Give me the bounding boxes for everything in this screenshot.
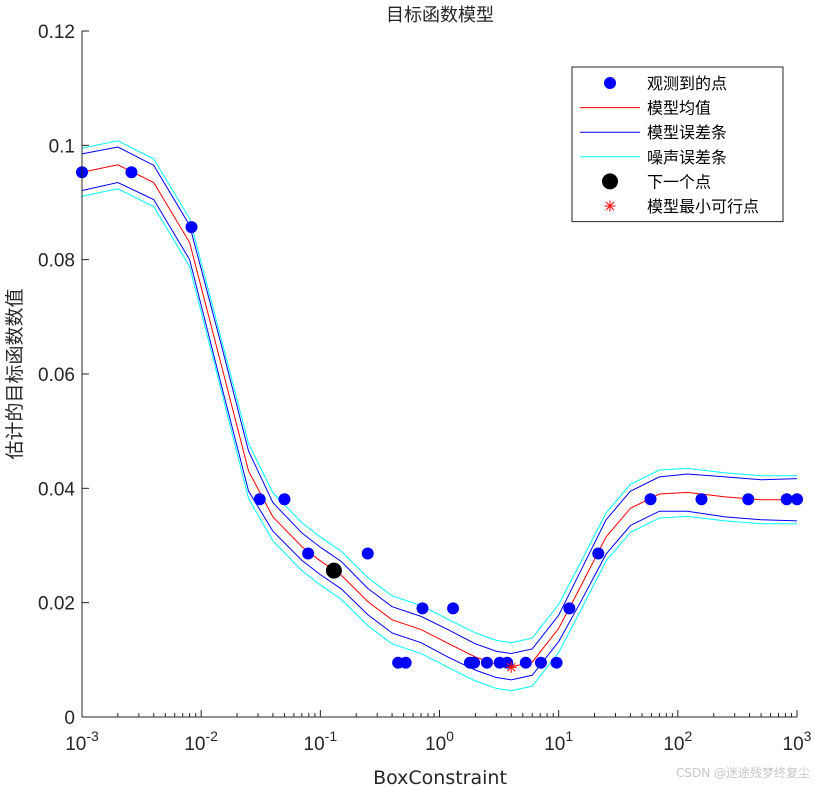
observed-point-2 [185, 221, 198, 234]
series-line-1 [81, 164, 797, 668]
legend-bigdot-symbol [602, 173, 618, 190]
legend-item-3: 噪声误差条 [580, 148, 727, 167]
observed-point-10 [447, 602, 460, 615]
observed-point-25 [791, 493, 803, 506]
x-tick-label-1: 10-2 [184, 728, 218, 755]
observed-point-18 [550, 656, 563, 669]
axes: 0 0.02 0.04 0.06 0.08 0.1 0.12 10-3 10-2 10-1 100 1… [38, 22, 812, 755]
legend-dot-symbol [604, 77, 616, 89]
legend-label-2: 模型误差条 [647, 123, 727, 142]
observed-point-8 [399, 656, 412, 669]
y-axis-title: 估计的目标函数数值 [4, 288, 26, 459]
legend-star-symbol-stroke-3 [605, 201, 615, 211]
y-tick-label-3: 0.06 [38, 365, 75, 386]
legend-label-3: 噪声误差条 [647, 148, 727, 167]
legend-item-0: 观测到的点 [604, 74, 727, 93]
y-tick-label-1: 0.02 [38, 594, 75, 615]
observed-point-22 [695, 493, 708, 506]
observed-point-4 [278, 493, 291, 506]
observed-point-6 [361, 547, 374, 560]
observed-point-20 [592, 547, 605, 560]
series-line-5 [81, 188, 797, 692]
legend-item-2: 模型误差条 [580, 123, 727, 142]
legend-label-1: 模型均值 [647, 99, 711, 118]
observed-point-5 [302, 547, 315, 560]
x-tick-label-4: 101 [544, 728, 573, 755]
y-tick-label-6: 0.12 [38, 22, 75, 43]
observed-point-12 [468, 656, 481, 669]
legend-label-0: 观测到的点 [647, 74, 727, 93]
min-feasible-point-marker [505, 661, 517, 673]
observed-point-24 [780, 493, 793, 506]
series-line-3 [81, 181, 798, 681]
legend-item-1: 模型均值 [580, 99, 711, 118]
observed-point-9 [416, 602, 429, 615]
y-tick-label-4: 0.08 [38, 251, 75, 272]
y-tick-label-5: 0.1 [49, 136, 75, 157]
next-point-marker [325, 562, 342, 579]
legend-label-4: 下一个点 [647, 172, 711, 191]
observed-point-17 [534, 656, 547, 669]
legend-label-5: 模型最小可行点 [647, 197, 759, 216]
x-tick-label-5: 102 [663, 728, 692, 755]
series-line-4 [81, 140, 797, 644]
x-tick-label-2: 10-1 [304, 728, 338, 755]
chart-title: 目标函数模型 [386, 5, 494, 26]
legend-box [571, 66, 784, 223]
x-axis-title: BoxConstraint [373, 767, 507, 787]
observed-point-16 [519, 656, 532, 669]
observed-point-19 [563, 602, 576, 615]
series-line-2 [81, 146, 798, 655]
min-feasible-point-marker-stroke-3 [506, 662, 516, 672]
observed-point-21 [644, 493, 657, 506]
observed-point-13 [480, 656, 493, 669]
observed-point-1 [125, 166, 138, 179]
legend-item-5: 模型最小可行点 [604, 197, 759, 216]
legend-star-symbol [604, 200, 616, 212]
y-tick-label-2: 0.04 [38, 479, 75, 500]
x-tick-label-3: 100 [425, 728, 454, 755]
watermark-text: CSDN @迷途残梦终复尘 [676, 765, 810, 780]
x-tick-label-0: 10-3 [65, 728, 99, 755]
observed-point-23 [742, 493, 755, 506]
observed-point-3 [253, 493, 266, 506]
y-tick-label-0: 0 [64, 708, 75, 729]
legend-item-4: 下一个点 [602, 172, 711, 191]
x-tick-label-6: 103 [783, 728, 812, 755]
plot-area [76, 140, 803, 692]
